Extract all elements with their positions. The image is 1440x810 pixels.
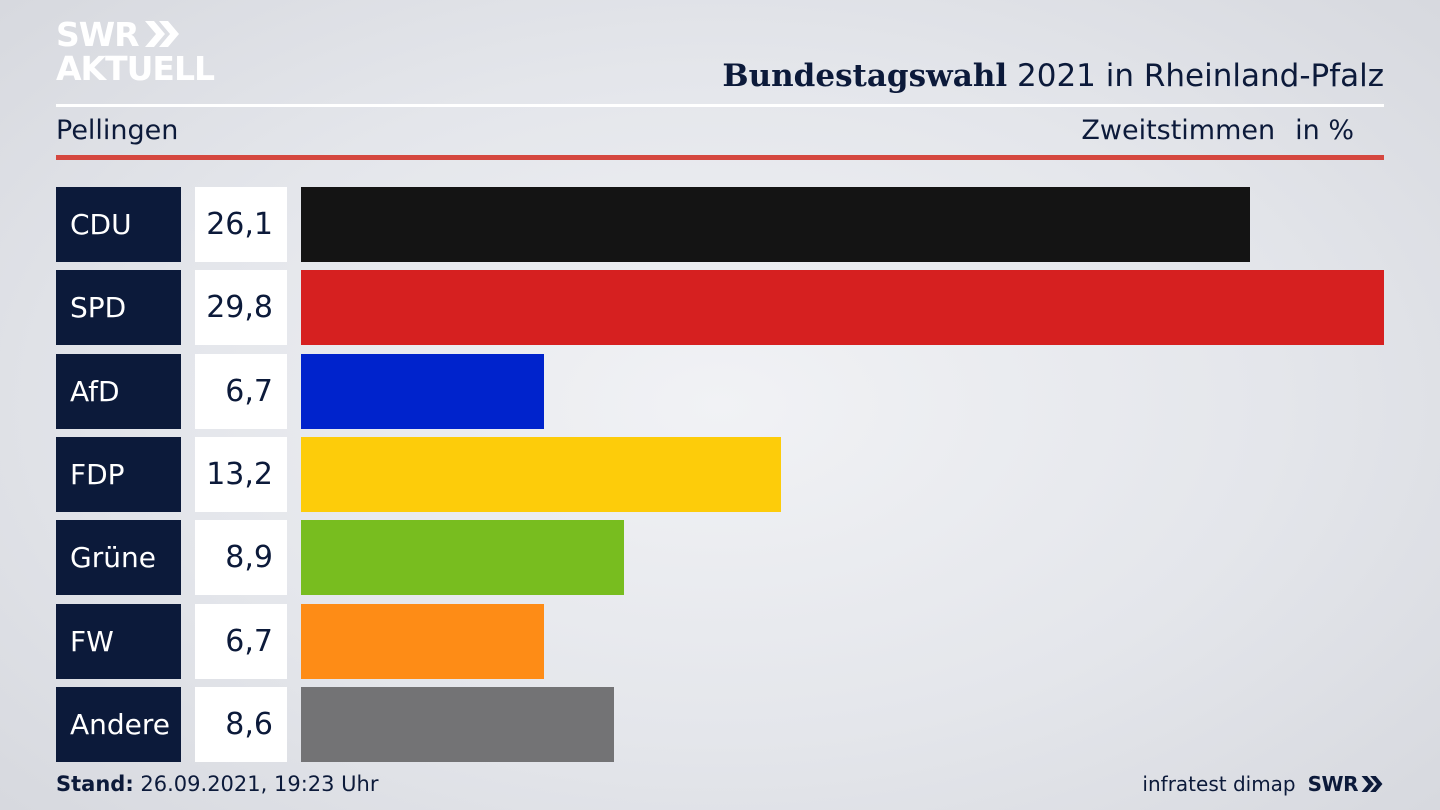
bar-row: CDU 26,1: [0, 187, 1440, 262]
source-label: infratest dimap: [1142, 772, 1296, 796]
bar: [301, 187, 1250, 262]
data-label: 29,8: [195, 270, 287, 345]
data-label: 6,7: [195, 354, 287, 429]
logo-line2: AKTUELL: [56, 49, 215, 88]
header-divider: [56, 104, 1384, 107]
stand-label: Stand:: [56, 772, 134, 796]
party-label: FDP: [56, 437, 181, 512]
footer-credits: infratest dimap SWR: [1142, 772, 1384, 796]
party-label: SPD: [56, 270, 181, 345]
footer-swr-logo: SWR: [1308, 772, 1384, 796]
measure-unit: in %: [1295, 115, 1354, 146]
party-label: Grüne: [56, 520, 181, 595]
bar: [301, 270, 1384, 345]
party-label: Andere: [56, 687, 181, 762]
subtitle-region: Pellingen: [56, 115, 179, 146]
data-label: 26,1: [195, 187, 287, 262]
bar: [301, 604, 544, 679]
bar-row: FW 6,7: [0, 604, 1440, 679]
double-chevron-icon: [144, 21, 179, 47]
data-label: 8,6: [195, 687, 287, 762]
stand-value: 26.09.2021, 19:23 Uhr: [133, 772, 379, 796]
logo-line1: SWR: [56, 14, 140, 54]
swr-aktuell-logo: SWR AKTUELL: [56, 14, 215, 88]
accent-divider: [56, 155, 1384, 160]
party-label: CDU: [56, 187, 181, 262]
title-rest: 2021 in Rheinland-Pfalz: [1007, 58, 1384, 94]
bar: [301, 520, 624, 595]
title-bold: Bundestagswahl: [722, 58, 1008, 94]
timestamp: Stand: 26.09.2021, 19:23 Uhr: [56, 772, 379, 796]
page-title: Bundestagswahl 2021 in Rheinland-Pfalz: [722, 58, 1384, 94]
double-chevron-icon: [1361, 776, 1383, 792]
data-label: 8,9: [195, 520, 287, 595]
measure-type: Zweitstimmen: [1081, 115, 1276, 146]
bar-row: SPD 29,8: [0, 270, 1440, 345]
party-label: FW: [56, 604, 181, 679]
footer-brand: SWR: [1307, 772, 1359, 796]
bar-row: AfD 6,7: [0, 354, 1440, 429]
bar-row: Grüne 8,9: [0, 520, 1440, 595]
bar: [301, 437, 781, 512]
measure-label: Zweitstimmen in %: [1081, 115, 1354, 146]
bar-row: FDP 13,2: [0, 437, 1440, 512]
data-label: 6,7: [195, 604, 287, 679]
bar-row: Andere 8,6: [0, 687, 1440, 762]
party-label: AfD: [56, 354, 181, 429]
bar: [301, 354, 544, 429]
data-label: 13,2: [195, 437, 287, 512]
bar: [301, 687, 614, 762]
